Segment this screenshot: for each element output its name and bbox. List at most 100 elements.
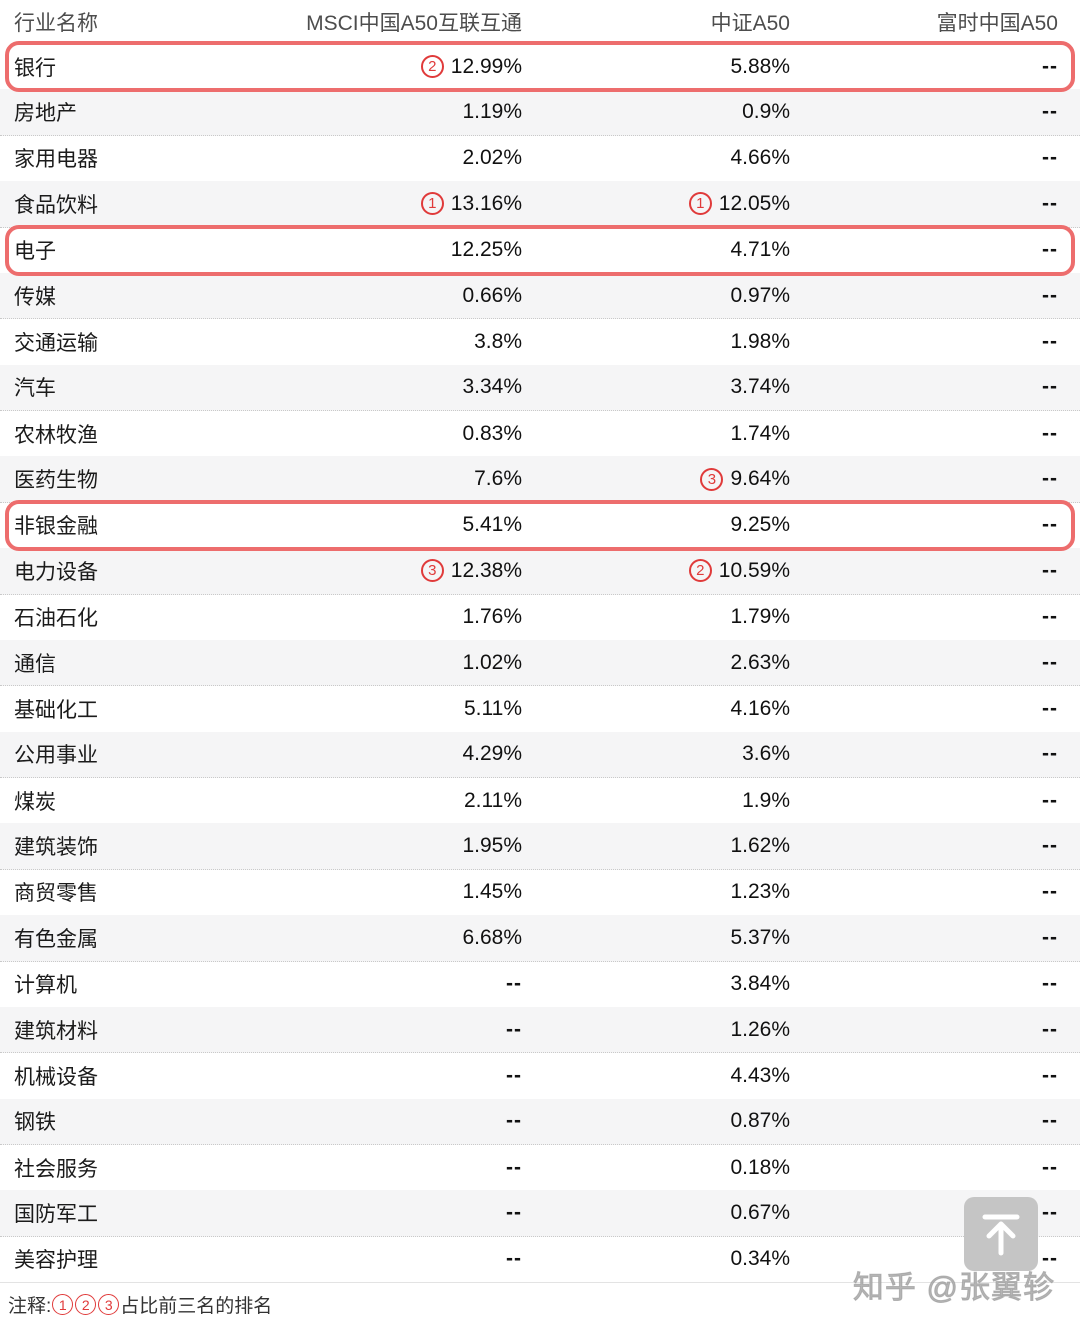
table-row: 电子 12.25% 4.71% -- bbox=[0, 224, 1080, 276]
msci-weight-value: 7.6% bbox=[474, 467, 522, 491]
msci-weight-value: 5.41% bbox=[462, 513, 522, 537]
column-header-csi-a50: 中证A50 bbox=[710, 12, 790, 35]
table-row: 建筑材料 -- 1.26% -- bbox=[0, 1006, 1080, 1054]
msci-weight-value: -- bbox=[506, 1109, 522, 1133]
csi-weight-value: 2 10.59% bbox=[522, 548, 790, 593]
column-header-msci-a50: MSCI中国A50互联互通 bbox=[306, 12, 522, 35]
msci-weight-value: 5.11% bbox=[464, 696, 522, 720]
csi-weight-value: 1.98% bbox=[730, 329, 790, 353]
ftse-weight-value: -- bbox=[1042, 558, 1058, 582]
csi-weight-value: 0.67% bbox=[730, 1201, 790, 1225]
arrow-up-to-top-icon bbox=[980, 1211, 1022, 1257]
footnote-prefix: 注释: bbox=[8, 1296, 52, 1317]
industry-name: 基础化工 bbox=[14, 698, 98, 722]
industry-name: 农林牧渔 bbox=[14, 423, 98, 447]
csi-weight-value: 0.18% bbox=[730, 1155, 790, 1179]
msci-weight-value: 1.76% bbox=[462, 605, 522, 629]
ftse-weight-value: -- bbox=[1042, 972, 1058, 996]
msci-weight-value: 1.19% bbox=[462, 100, 522, 124]
csi-weight-value: 0.87% bbox=[730, 1109, 790, 1133]
table-row: 交通运输 3.8% 1.98% -- bbox=[0, 319, 1080, 365]
table-row: 电力设备 3 12.38% 2 10.59% -- bbox=[0, 548, 1080, 595]
ftse-weight-value: -- bbox=[1042, 1017, 1058, 1041]
csi-weight-value: 1.74% bbox=[730, 421, 790, 445]
table-row: 医药生物 7.6% 3 9.64% -- bbox=[0, 456, 1080, 503]
ftse-weight-value: -- bbox=[1042, 696, 1058, 720]
industry-name: 食品饮料 bbox=[14, 193, 98, 217]
csi-weight-value: 5.37% bbox=[730, 925, 790, 949]
ftse-weight-value: -- bbox=[1042, 788, 1058, 812]
msci-weight-value: -- bbox=[506, 1247, 522, 1271]
table-row: 商贸零售 1.45% 1.23% -- bbox=[0, 869, 1080, 916]
rank-badge: 3 bbox=[420, 559, 444, 583]
msci-weight-value: 6.68% bbox=[462, 925, 522, 949]
rank-2-badge: 2 bbox=[75, 1294, 97, 1315]
msci-weight-value: -- bbox=[506, 1201, 522, 1225]
msci-weight-value: 0.83% bbox=[462, 421, 522, 445]
rank-1-badge: 1 bbox=[52, 1294, 74, 1315]
industry-name: 医药生物 bbox=[14, 469, 98, 493]
csi-weight-value: 1.26% bbox=[730, 1017, 790, 1041]
ftse-weight-value: -- bbox=[1042, 1155, 1058, 1179]
ftse-weight-value: -- bbox=[1042, 742, 1058, 766]
industry-name: 银行 bbox=[14, 56, 56, 80]
back-to-top-button[interactable] bbox=[964, 1197, 1038, 1271]
msci-weight-value: 2.02% bbox=[462, 146, 522, 170]
msci-weight-value: 2 12.99% bbox=[270, 44, 522, 89]
table-row: 农林牧渔 0.83% 1.74% -- bbox=[0, 411, 1080, 457]
industry-name: 家用电器 bbox=[14, 148, 98, 172]
footnote-suffix: 占比前三名的排名 bbox=[120, 1296, 273, 1317]
msci-weight-value: 3.8% bbox=[474, 329, 522, 353]
msci-weight-value: 4.29% bbox=[462, 742, 522, 766]
industry-name: 建筑材料 bbox=[14, 1019, 98, 1043]
industry-name: 交通运输 bbox=[14, 331, 98, 355]
ftse-weight-value: -- bbox=[1042, 1201, 1058, 1225]
industry-name: 社会服务 bbox=[14, 1157, 98, 1181]
column-header-ftse-a50: 富时中国A50 bbox=[936, 12, 1058, 35]
table-row: 房地产 1.19% 0.9% -- bbox=[0, 89, 1080, 136]
industry-name: 电力设备 bbox=[14, 560, 98, 584]
industry-name: 非银金融 bbox=[14, 515, 98, 539]
table-row: 煤炭 2.11% 1.9% -- bbox=[0, 778, 1080, 824]
csi-weight-value: 4.66% bbox=[730, 146, 790, 170]
footnote: 注释: 1 2 3 占比前三名的排名 bbox=[0, 1282, 1080, 1326]
table-row: 食品饮料 1 13.16% 1 12.05% -- bbox=[0, 181, 1080, 228]
ftse-weight-value: -- bbox=[1042, 467, 1058, 491]
ftse-weight-value: -- bbox=[1042, 880, 1058, 904]
msci-weight-value: 1 13.16% bbox=[270, 181, 522, 226]
industry-name: 传媒 bbox=[14, 285, 56, 309]
table-row: 计算机 -- 3.84% -- bbox=[0, 961, 1080, 1007]
rank-badge: 3 bbox=[700, 467, 724, 491]
table-row: 公用事业 4.29% 3.6% -- bbox=[0, 731, 1080, 778]
msci-weight-value: 1.95% bbox=[462, 834, 522, 858]
csi-weight-value: 0.9% bbox=[742, 100, 790, 124]
rank-badge: 2 bbox=[420, 55, 444, 79]
table-row: 非银金融 5.41% 9.25% -- bbox=[0, 499, 1080, 552]
csi-weight-value: 4.71% bbox=[730, 238, 790, 262]
industry-name: 计算机 bbox=[14, 974, 77, 998]
ftse-weight-value: -- bbox=[1042, 100, 1058, 124]
rank-badge: 2 bbox=[688, 559, 712, 583]
msci-weight-value: 1.02% bbox=[462, 650, 522, 674]
ftse-weight-value: -- bbox=[1042, 925, 1058, 949]
ftse-weight-value: -- bbox=[1042, 283, 1058, 307]
table-row: 传媒 0.66% 0.97% -- bbox=[0, 272, 1080, 320]
csi-weight-value: 1.79% bbox=[730, 605, 790, 629]
csi-weight-value: 0.34% bbox=[730, 1247, 790, 1271]
ftse-weight-value: -- bbox=[1042, 54, 1058, 78]
ftse-weight-value: -- bbox=[1042, 375, 1058, 399]
industry-name: 电子 bbox=[14, 240, 56, 264]
msci-weight-value: 0.66% bbox=[462, 283, 522, 307]
ftse-weight-value: -- bbox=[1042, 605, 1058, 629]
msci-weight-value: 3 12.38% bbox=[270, 548, 522, 593]
msci-weight-value: 3.34% bbox=[462, 375, 522, 399]
csi-weight-value: 3.74% bbox=[730, 375, 790, 399]
ftse-weight-value: -- bbox=[1042, 1063, 1058, 1087]
csi-weight-value: 3 9.64% bbox=[522, 456, 790, 501]
csi-weight-value: 0.97% bbox=[730, 283, 790, 307]
industry-name: 建筑装饰 bbox=[14, 836, 98, 860]
column-header-industry: 行业名称 bbox=[14, 12, 98, 35]
industry-name: 通信 bbox=[14, 652, 56, 676]
industry-name: 美容护理 bbox=[14, 1249, 98, 1273]
